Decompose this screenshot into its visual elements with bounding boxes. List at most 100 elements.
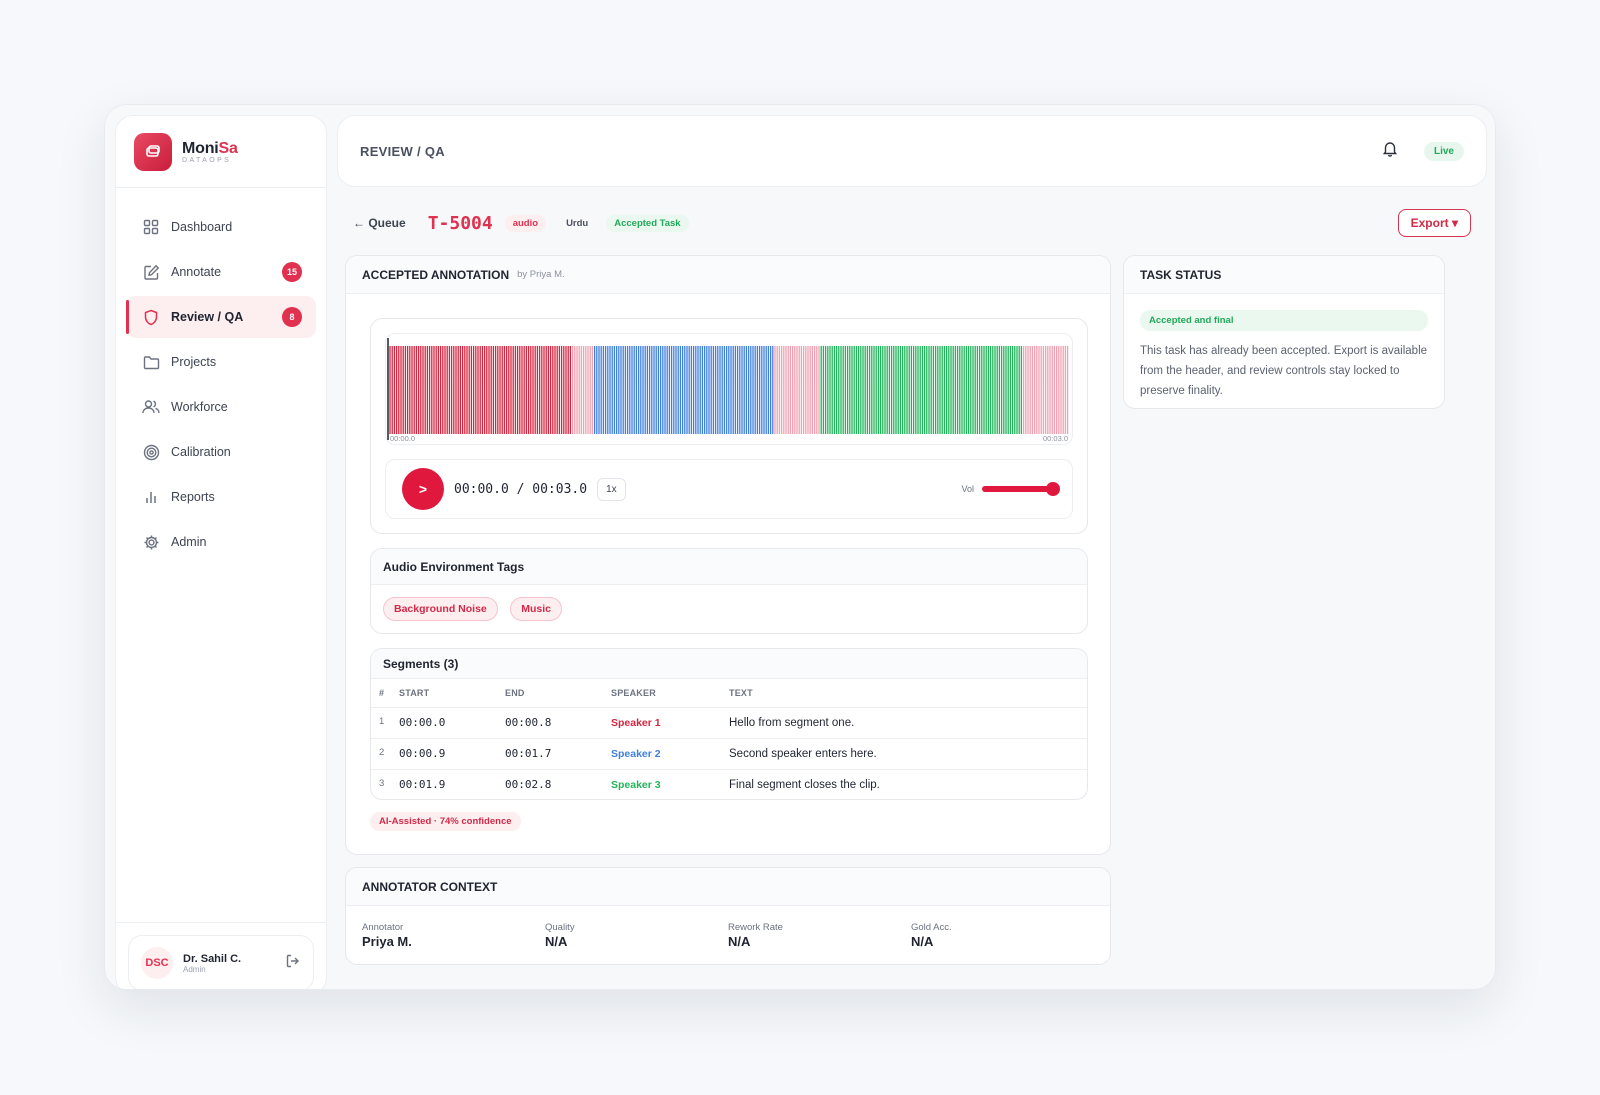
sidebar-item-review-qa[interactable]: Review / QA 8 bbox=[126, 296, 316, 338]
annotator-byline: by Priya M. bbox=[517, 269, 565, 280]
segment-speaker: Speaker 3 bbox=[611, 768, 729, 799]
user-section: DSC Dr. Sahil C. Admin bbox=[116, 922, 326, 989]
user-role: Admin bbox=[183, 964, 206, 974]
segment-number: 1 bbox=[371, 706, 399, 738]
sidebar-item-label: Dashboard bbox=[171, 220, 233, 234]
col-header-end: END bbox=[505, 687, 525, 698]
segment-number: 2 bbox=[371, 737, 399, 769]
sidebar-item-label: Review / QA bbox=[171, 310, 244, 324]
brand-name: MoniSa bbox=[182, 139, 238, 157]
audio-environment-tags-panel: Audio Environment Tags Background Noise … bbox=[370, 548, 1088, 634]
sidebar-item-label: Workforce bbox=[171, 400, 228, 414]
breadcrumb: REVIEW / QA bbox=[360, 143, 445, 159]
user-name: Dr. Sahil C. bbox=[183, 952, 242, 965]
card-header: ANNOTATOR CONTEXT bbox=[346, 868, 1110, 906]
speed-button[interactable]: 1x bbox=[597, 477, 626, 501]
task-id: T-5004 bbox=[427, 212, 493, 234]
app-window: MoniSa DATAOPS Dashboard Annotate 15 Rev… bbox=[104, 104, 1496, 990]
count-badge: 8 bbox=[282, 307, 302, 327]
logout-icon[interactable] bbox=[285, 953, 301, 974]
volume-label: Vol bbox=[961, 484, 974, 494]
bell-icon[interactable] bbox=[1382, 140, 1398, 162]
col-header-speaker: SPEAKER bbox=[611, 687, 656, 698]
card-header: ACCEPTED ANNOTATION by Priya M. bbox=[346, 256, 1110, 294]
segment-text: Final segment closes the clip. bbox=[729, 768, 1087, 799]
bar-chart-icon bbox=[142, 488, 160, 506]
segment-start: 00:00.9 bbox=[399, 737, 505, 769]
sidebar-item-projects[interactable]: Projects bbox=[126, 341, 316, 383]
segment-end: 00:01.7 bbox=[505, 737, 611, 769]
env-tag-chip: Background Noise bbox=[383, 597, 498, 621]
live-status-badge: Live bbox=[1423, 141, 1464, 161]
back-to-queue-link[interactable]: ← Queue bbox=[353, 216, 406, 230]
segment-speaker: Speaker 1 bbox=[611, 706, 729, 738]
sidebar-item-label: Calibration bbox=[171, 445, 231, 459]
avatar: DSC bbox=[141, 947, 173, 979]
task-status-card: TASK STATUS Accepted and final This task… bbox=[1123, 255, 1445, 409]
shield-icon bbox=[142, 308, 160, 326]
playback-time: 00:00.0 / 00:03.0 bbox=[454, 481, 588, 497]
sidebar-item-label: Admin bbox=[171, 535, 207, 549]
sidebar-item-dashboard[interactable]: Dashboard bbox=[126, 206, 316, 248]
col-header-num: # bbox=[379, 687, 385, 698]
sidebar-item-admin[interactable]: Admin bbox=[126, 521, 316, 563]
gear-icon bbox=[142, 533, 160, 551]
context-quality: Quality N/A bbox=[545, 922, 575, 949]
waveform-end-label: 00:03.0 bbox=[1042, 434, 1068, 443]
card-header: TASK STATUS bbox=[1124, 256, 1444, 294]
accepted-annotation-card: ACCEPTED ANNOTATION by Priya M. 00:00.0 … bbox=[345, 255, 1111, 855]
sidebar-item-workforce[interactable]: Workforce bbox=[126, 386, 316, 428]
annotator-context-card: ANNOTATOR CONTEXT Annotator Priya M. Qua… bbox=[345, 867, 1111, 965]
segment-text: Hello from segment one. bbox=[729, 706, 1087, 738]
user-card: DSC Dr. Sahil C. Admin bbox=[128, 935, 314, 989]
table-row[interactable]: 2 00:00.9 00:01.7 Speaker 2 Second speak… bbox=[371, 737, 1087, 769]
segment-start: 00:00.0 bbox=[399, 706, 505, 738]
sidebar-item-annotate[interactable]: Annotate 15 bbox=[126, 251, 316, 293]
language-badge: Urdu bbox=[566, 217, 589, 229]
play-button[interactable]: > bbox=[402, 468, 444, 510]
table-row[interactable]: 1 00:00.0 00:00.8 Speaker 1 Hello from s… bbox=[371, 706, 1087, 738]
context-annotator: Annotator Priya M. bbox=[362, 922, 412, 949]
count-badge: 15 bbox=[282, 262, 302, 282]
ai-assisted-badge: AI-Assisted · 74% confidence bbox=[370, 812, 521, 831]
audio-player-panel: 00:00.0 00:03.0 > 00:00.0 / 00:03.0 1x V… bbox=[370, 318, 1088, 534]
sidebar-item-calibration[interactable]: Calibration bbox=[126, 431, 316, 473]
volume-slider[interactable] bbox=[982, 482, 1060, 496]
segment-end: 00:00.8 bbox=[505, 706, 611, 738]
folder-icon bbox=[142, 353, 160, 371]
users-icon bbox=[142, 398, 160, 416]
brand-subtitle: DATAOPS bbox=[182, 156, 232, 164]
status-description: This task has already been accepted. Exp… bbox=[1140, 345, 1428, 397]
context-gold-accuracy: Gold Acc. N/A bbox=[911, 922, 952, 949]
col-header-text: TEXT bbox=[729, 687, 753, 698]
player-controls: > 00:00.0 / 00:03.0 1x Vol bbox=[385, 459, 1073, 519]
context-rework-rate: Rework Rate N/A bbox=[728, 922, 783, 949]
table-row[interactable]: 3 00:01.9 00:02.8 Speaker 3 Final segmen… bbox=[371, 768, 1087, 799]
segment-speaker: Speaker 2 bbox=[611, 737, 729, 769]
task-title-row: ← Queue T-5004 audio Urdu Accepted Task … bbox=[345, 205, 1471, 241]
panel-title: Audio Environment Tags bbox=[371, 549, 1087, 585]
task-state-badge: Accepted Task bbox=[606, 214, 689, 232]
sidebar-item-label: Projects bbox=[171, 355, 217, 369]
segments-table: # START END SPEAKER TEXT 1 00:00.0 00:00… bbox=[371, 679, 1087, 799]
sidebar: MoniSa DATAOPS Dashboard Annotate 15 Rev… bbox=[115, 115, 327, 989]
grid-icon bbox=[142, 218, 160, 236]
target-icon bbox=[142, 443, 160, 461]
sidebar-nav: Dashboard Annotate 15 Review / QA 8 Proj… bbox=[116, 188, 326, 563]
col-header-start: START bbox=[399, 687, 430, 698]
status-pill: Accepted and final bbox=[1140, 310, 1428, 331]
waveform[interactable]: 00:00.0 00:03.0 bbox=[385, 333, 1073, 445]
segment-start: 00:01.9 bbox=[399, 768, 505, 799]
task-type-badge: audio bbox=[504, 214, 547, 232]
brand: MoniSa DATAOPS bbox=[116, 116, 326, 188]
env-tag-chip: Music bbox=[510, 597, 562, 621]
waveform-start-label: 00:00.0 bbox=[390, 434, 416, 443]
volume-slider-knob[interactable] bbox=[1046, 482, 1060, 496]
segment-number: 3 bbox=[371, 768, 399, 799]
main-content: ← Queue T-5004 audio Urdu Accepted Task … bbox=[345, 205, 1471, 985]
sidebar-item-reports[interactable]: Reports bbox=[126, 476, 316, 518]
export-button[interactable]: Export ▾ bbox=[1397, 209, 1471, 237]
segment-text: Second speaker enters here. bbox=[729, 737, 1087, 769]
sidebar-item-label: Reports bbox=[171, 490, 215, 504]
sidebar-item-label: Annotate bbox=[171, 265, 222, 279]
